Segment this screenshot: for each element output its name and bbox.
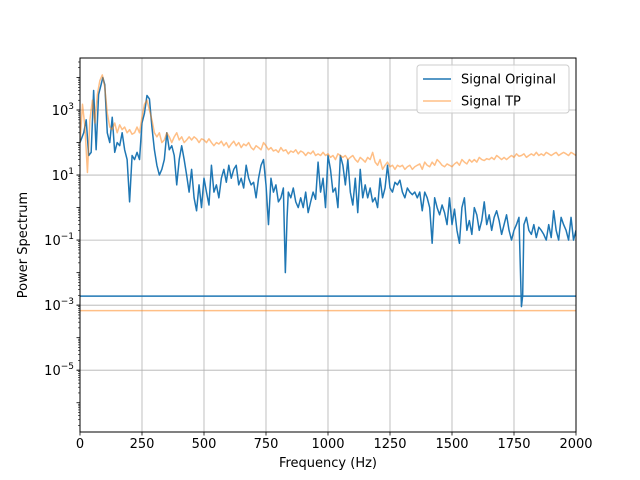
x-tick-label: 0 (76, 437, 84, 452)
legend-box (416, 64, 570, 114)
x-tick-label: 1750 (497, 437, 530, 452)
y-tick-label: 10−5 (44, 362, 74, 379)
y-tick-label: 10−1 (44, 232, 74, 249)
y-tick-label: 101 (52, 167, 74, 184)
legend: Signal Original Signal TP (416, 64, 570, 114)
series-line-1 (80, 74, 576, 174)
x-tick-label: 1250 (373, 437, 406, 452)
x-tick-label: 500 (192, 437, 217, 452)
grid (79, 58, 577, 432)
y-axis-label: Power Spectrum (16, 192, 31, 298)
x-axis-label: Frequency (Hz) (279, 456, 377, 471)
plot-area (79, 57, 577, 433)
y-tick-label: 103 (52, 102, 74, 119)
x-axis-ticks: 0 250 500 750 1000 1250 1500 1750 2000 (76, 432, 593, 452)
x-tick-label: 750 (254, 437, 279, 452)
y-axis-ticks: 103 101 10−1 10−3 10−5 (44, 61, 80, 426)
legend-label: Signal TP (461, 95, 521, 110)
x-tick-label: 250 (130, 437, 155, 452)
legend-label: Signal Original (461, 73, 556, 88)
y-tick-label: 10−3 (44, 297, 74, 314)
x-tick-label: 1500 (435, 437, 468, 452)
series-line-0 (80, 76, 576, 308)
x-tick-label: 2000 (559, 437, 592, 452)
series-group (80, 74, 576, 312)
x-tick-label: 1000 (311, 437, 344, 452)
